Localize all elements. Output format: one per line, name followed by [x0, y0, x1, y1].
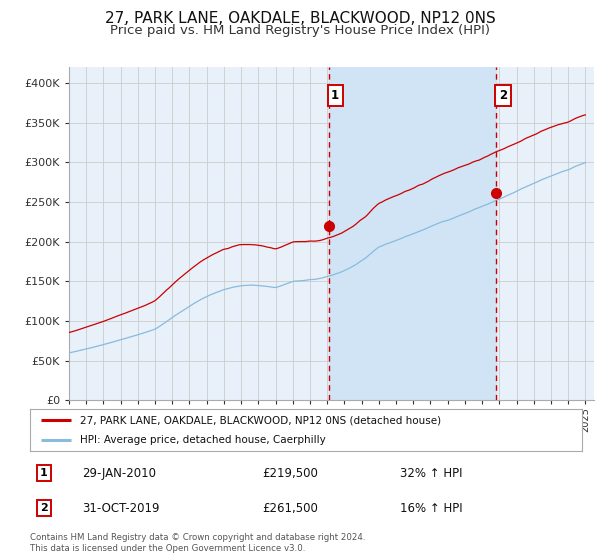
Text: 2: 2	[499, 89, 507, 102]
Text: 32% ↑ HPI: 32% ↑ HPI	[400, 466, 463, 480]
Text: 1: 1	[40, 468, 47, 478]
Text: 1: 1	[331, 89, 339, 102]
Text: £261,500: £261,500	[262, 502, 318, 515]
Bar	[329, 67, 496, 400]
Text: 31-OCT-2019: 31-OCT-2019	[82, 502, 160, 515]
Text: 29-JAN-2010: 29-JAN-2010	[82, 466, 157, 480]
Text: £219,500: £219,500	[262, 466, 318, 480]
Text: 16% ↑ HPI: 16% ↑ HPI	[400, 502, 463, 515]
Text: Contains HM Land Registry data © Crown copyright and database right 2024.
This d: Contains HM Land Registry data © Crown c…	[30, 533, 365, 553]
Text: 2: 2	[40, 503, 47, 513]
Text: HPI: Average price, detached house, Caerphilly: HPI: Average price, detached house, Caer…	[80, 435, 325, 445]
Text: Price paid vs. HM Land Registry's House Price Index (HPI): Price paid vs. HM Land Registry's House …	[110, 24, 490, 37]
Text: 27, PARK LANE, OAKDALE, BLACKWOOD, NP12 0NS: 27, PARK LANE, OAKDALE, BLACKWOOD, NP12 …	[104, 11, 496, 26]
Text: 27, PARK LANE, OAKDALE, BLACKWOOD, NP12 0NS (detached house): 27, PARK LANE, OAKDALE, BLACKWOOD, NP12 …	[80, 415, 441, 425]
